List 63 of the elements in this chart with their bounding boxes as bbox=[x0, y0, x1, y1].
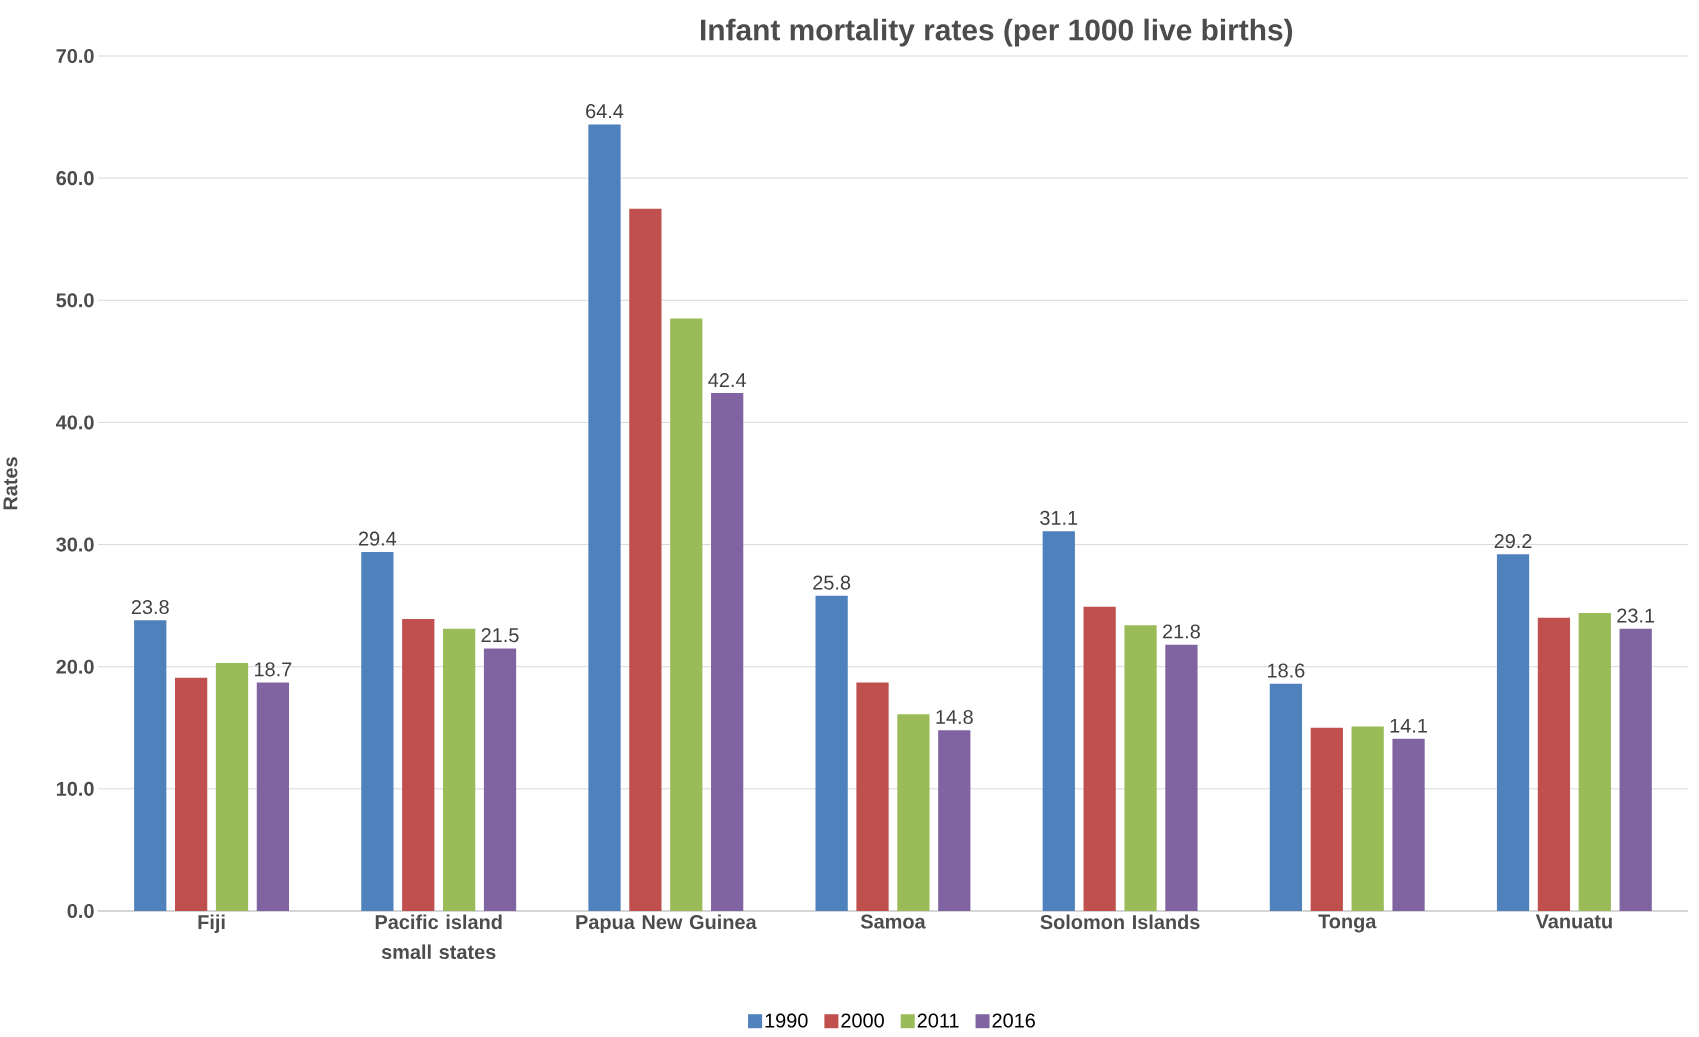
bar bbox=[670, 318, 703, 911]
chart-title: Infant mortality rates (per 1000 live births) bbox=[701, 18, 1293, 47]
legend-label: 2000 bbox=[841, 1013, 884, 1028]
data-label: 23.1 bbox=[1617, 608, 1655, 623]
data-label: 21.8 bbox=[1163, 624, 1200, 639]
data-label: 18.7 bbox=[255, 662, 292, 677]
y-tick-label: 30.0 bbox=[56, 537, 94, 552]
bar bbox=[588, 124, 621, 911]
bar bbox=[1496, 554, 1530, 911]
x-tick-label: Tonga bbox=[1318, 914, 1377, 933]
bar bbox=[1269, 683, 1303, 911]
bar bbox=[215, 663, 249, 911]
bar bbox=[1310, 727, 1343, 911]
bar bbox=[1124, 625, 1157, 911]
legend-label: 2016 bbox=[992, 1013, 1035, 1028]
bar bbox=[815, 595, 848, 911]
data-label: 23.8 bbox=[131, 600, 169, 615]
bar bbox=[256, 682, 290, 911]
x-tick-label: Pacific island small states bbox=[375, 914, 502, 960]
bar bbox=[443, 628, 476, 911]
y-tick-label: 0.0 bbox=[67, 903, 94, 919]
data-label: 64.4 bbox=[586, 104, 624, 119]
data-label: 29.2 bbox=[1494, 534, 1532, 549]
data-label: 25.8 bbox=[813, 575, 851, 590]
bar bbox=[1042, 531, 1075, 911]
bar bbox=[483, 648, 517, 911]
data-label: 18.6 bbox=[1268, 663, 1305, 678]
y-tick-label: 60.0 bbox=[56, 171, 94, 186]
legend-label: 1990 bbox=[765, 1013, 808, 1028]
bar bbox=[1392, 738, 1425, 911]
bar bbox=[1619, 628, 1652, 911]
legend-label: 2011 bbox=[917, 1013, 959, 1028]
bar bbox=[361, 551, 394, 911]
x-tick-label: Solomon Islands bbox=[1040, 914, 1200, 930]
bar bbox=[1083, 606, 1116, 911]
bar bbox=[1165, 644, 1198, 911]
y-axis-title: Rates bbox=[3, 457, 18, 510]
bar bbox=[711, 393, 744, 911]
bar bbox=[1578, 612, 1611, 911]
x-tick-label: Vanuatu bbox=[1535, 914, 1612, 929]
bar bbox=[938, 730, 971, 911]
x-tick-label: Samoa bbox=[860, 914, 926, 929]
data-label: 21.5 bbox=[481, 628, 519, 643]
bar bbox=[1537, 617, 1571, 911]
y-tick-label: 50.0 bbox=[56, 293, 94, 308]
x-tick-label: Papua New Guinea bbox=[576, 914, 757, 934]
data-label: 42.4 bbox=[708, 373, 746, 387]
data-label: 29.4 bbox=[358, 531, 397, 546]
bar bbox=[402, 619, 435, 911]
data-label: 14.1 bbox=[1390, 718, 1427, 733]
bar bbox=[897, 714, 930, 911]
bar bbox=[629, 208, 662, 911]
bar bbox=[856, 682, 889, 911]
y-tick-label: 70.0 bbox=[56, 48, 94, 64]
data-label: 14.8 bbox=[936, 709, 973, 725]
y-tick-label: 40.0 bbox=[56, 415, 94, 430]
bar bbox=[175, 677, 208, 911]
y-tick-label: 20.0 bbox=[56, 659, 94, 674]
data-label: 31.1 bbox=[1040, 510, 1078, 525]
bar bbox=[1351, 726, 1384, 911]
y-tick-label: 10.0 bbox=[56, 781, 94, 796]
x-tick-label: Fiji bbox=[198, 914, 225, 934]
bar bbox=[134, 620, 167, 911]
